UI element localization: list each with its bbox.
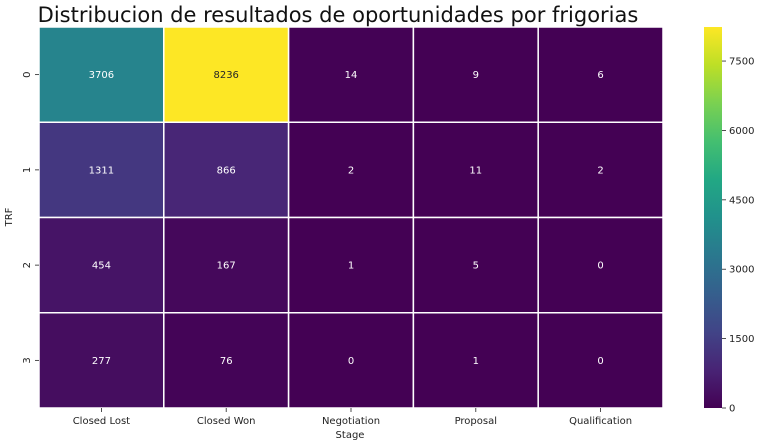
heatmap-cells [38,26,664,409]
y-tick-label: 2 [22,262,33,268]
x-tick-label: Qualification [569,416,632,427]
colorbar-tick-label: 6000 [729,126,754,137]
cell-value-label: 866 [217,165,236,176]
cell-value-label: 9 [473,70,479,81]
cell-value-label: 76 [220,356,233,367]
cell-value-label: 2 [597,165,603,176]
cell-value-label: 8236 [213,70,238,81]
heatmap-cell [163,216,290,314]
heatmap-cell [412,216,539,314]
cell-value-label: 0 [597,356,603,367]
y-tick-label: 1 [22,167,33,173]
y-tick-label: 3 [22,357,33,363]
y-axis-ticks: 0 1 2 3 [22,71,39,364]
cell-value-label: 1 [348,261,354,272]
cell-value-label: 454 [92,261,111,272]
cell-value-label: 2 [348,165,354,176]
colorbar-tick-label: 4500 [729,195,754,206]
x-tick-label: Negotiation [322,416,380,427]
x-tick-label: Closed Won [197,416,256,427]
heatmap-cell [287,312,415,409]
heatmap-cell [537,121,664,219]
heatmap-cell [287,26,415,123]
heatmap-cell [412,26,539,123]
cell-annotations: 3706 8236 14 9 6 1311 866 2 11 2 454 167 1 5 0 277 76 0 1 0 [89,70,604,367]
x-tick-label: Closed Lost [73,416,130,427]
heatmap-cell [163,312,290,409]
colorbar-tick-label: 7500 [729,57,754,68]
x-tick-label: Proposal [455,416,497,427]
colorbar-ticks: 0 1500 3000 4500 6000 7500 [722,57,754,415]
cell-value-label: 11 [469,165,482,176]
heatmap-cell [287,121,415,219]
cell-value-label: 0 [597,261,603,272]
x-axis-label: Stage [336,430,365,441]
cell-value-label: 277 [92,356,111,367]
heatmap-cell [412,312,539,409]
heatmap-cell [38,26,165,123]
y-tick-label: 0 [22,71,33,77]
cell-value-label: 14 [345,70,358,81]
heatmap-cell [537,312,664,409]
cell-value-label: 5 [473,261,479,272]
heatmap-cell [537,216,664,314]
y-axis-label: TRF [4,207,15,227]
heatmap-cell [163,26,290,123]
chart-title: Distribucion de resultados de oportunida… [38,3,639,27]
colorbar-tick-label: 3000 [729,265,754,276]
cell-value-label: 3706 [89,70,114,81]
colorbar-tick-label: 1500 [729,334,754,345]
cell-value-label: 1 [473,356,479,367]
heatmap-cell [38,121,165,219]
cell-value-label: 1311 [89,165,114,176]
colorbar [704,27,722,408]
cell-value-label: 6 [597,70,603,81]
cell-value-label: 0 [348,356,354,367]
cell-value-label: 167 [217,261,236,272]
x-axis-ticks: Closed Lost Closed Won Negotiation Proposal… [73,408,632,427]
colorbar-tick-label: 0 [729,404,735,415]
